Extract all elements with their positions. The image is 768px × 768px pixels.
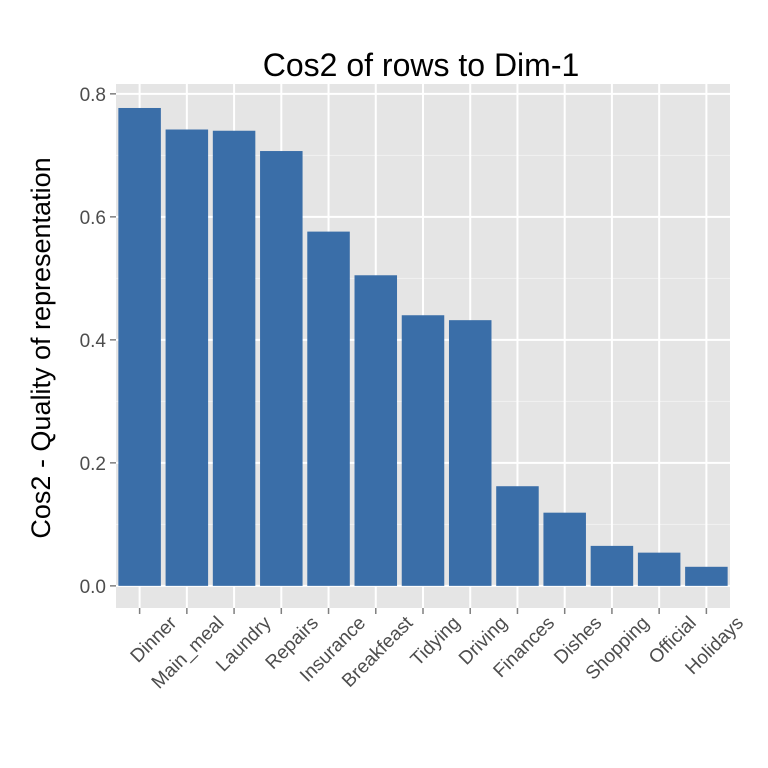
bar-repairs	[260, 151, 303, 586]
bar-shopping	[590, 545, 634, 586]
bar-driving	[448, 320, 492, 586]
bars	[118, 107, 728, 586]
bar-main-meal	[165, 129, 209, 586]
y-tick-label: 0.8	[80, 85, 106, 106]
bar-breakfeast	[354, 275, 398, 586]
y-tick-label: 0.6	[80, 208, 106, 229]
bar-laundry	[212, 130, 256, 586]
bar-holidays	[685, 566, 728, 586]
y-tick-label: 0.4	[80, 331, 107, 352]
bar-insurance	[307, 231, 350, 586]
y-axis: 0.0 0.2 0.4 0.6 0.8	[80, 85, 116, 598]
bar-dinner	[118, 107, 161, 586]
bar-official	[637, 552, 681, 586]
bar-tidying	[401, 315, 445, 586]
x-axis: DinnerMain_mealLaundryRepairsInsuranceBr…	[127, 608, 748, 693]
x-tick-label: Tidying	[407, 613, 465, 671]
chart-title: Cos2 of rows to Dim-1	[263, 47, 580, 83]
bar-dishes	[543, 512, 586, 586]
bar-finances	[496, 486, 539, 586]
y-tick-label: 0.2	[80, 454, 106, 475]
y-tick-label: 0.0	[80, 577, 106, 598]
y-axis-label: Cos2 - Quality of representation	[26, 157, 56, 538]
